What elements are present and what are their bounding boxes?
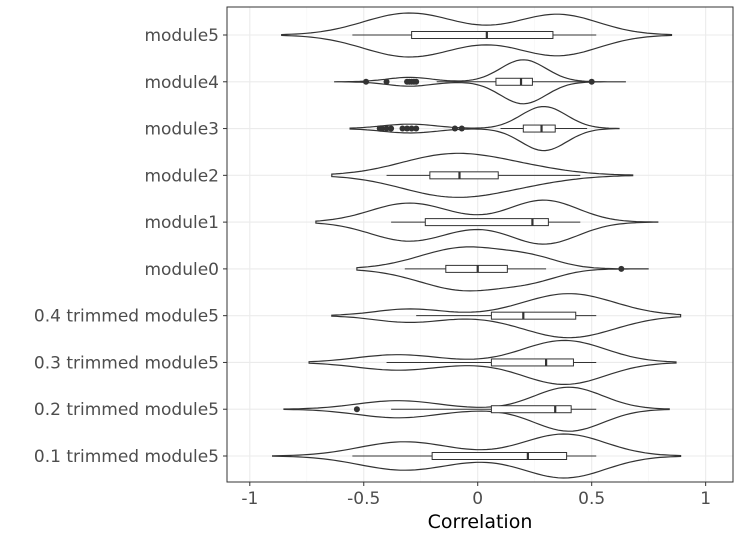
y-tick-label: 0.2 trimmed module5 [34, 400, 219, 420]
violin-group [315, 199, 659, 245]
y-tick-label: module1 [144, 213, 219, 233]
x-tick-label: -0.5 [347, 489, 380, 509]
violin-group [283, 386, 670, 432]
outlier-point [383, 125, 390, 132]
box-iqr [522, 124, 556, 133]
y-tick-label: 0.1 trimmed module5 [34, 447, 219, 467]
violin-shape [334, 59, 626, 105]
outlier-point [404, 125, 411, 132]
violin-shape [349, 106, 620, 152]
violin-group [349, 106, 620, 152]
violin-shape [331, 293, 682, 339]
violin-shape [272, 433, 682, 479]
y-tick-label: module3 [144, 120, 219, 140]
violin-shape [315, 199, 659, 245]
plot-panel [226, 6, 734, 483]
x-tick-label: 0.5 [578, 489, 605, 509]
box-iqr [429, 171, 499, 180]
box-iqr [490, 311, 577, 320]
violin-group [281, 12, 673, 58]
outlier-point [363, 78, 370, 85]
violin-group [334, 59, 626, 105]
violin-shape [331, 152, 634, 198]
box-iqr [411, 31, 554, 39]
box-iqr [424, 218, 549, 227]
violin-shape [308, 339, 677, 385]
outlier-point [413, 125, 420, 132]
outlier-point [408, 125, 415, 132]
outlier-point [618, 265, 625, 272]
y-tick-label: 0.3 trimmed module5 [34, 353, 219, 373]
violin-marks [272, 12, 682, 479]
violin-group [331, 152, 634, 198]
violin-shape [281, 12, 673, 58]
outlier-point [388, 125, 395, 132]
box-iqr [490, 405, 572, 414]
y-tick-label: module2 [144, 166, 219, 186]
violin-group [356, 246, 649, 292]
box-iqr [490, 358, 574, 367]
y-tick-label: module5 [144, 26, 219, 46]
box-iqr [445, 264, 508, 273]
outlier-point [451, 125, 458, 132]
outlier-point [588, 78, 595, 85]
violin-shape [356, 246, 649, 292]
outlier-point [413, 78, 420, 85]
outlier-point [399, 125, 406, 132]
x-tick-label: -1 [241, 489, 258, 509]
x-axis: -1 -0.5 0 0.5 1 [241, 482, 711, 509]
violin-group [331, 293, 682, 339]
outlier-point [353, 406, 360, 413]
violin-shape [283, 386, 670, 432]
y-tick-label: 0.4 trimmed module5 [34, 307, 219, 327]
panel-border [226, 6, 734, 483]
x-axis-title: Correlation [428, 511, 533, 533]
box-iqr [495, 77, 533, 86]
x-tick-label: 0 [472, 489, 483, 509]
x-tick-label: 1 [700, 489, 711, 509]
y-tick-label: module4 [144, 73, 219, 93]
outlier-point [383, 78, 390, 85]
y-tick-label: module0 [144, 260, 219, 280]
outlier-point [458, 125, 465, 132]
violin-group [272, 433, 682, 479]
y-axis: module5 module4 module3 module2 module1 modul… [34, 26, 227, 467]
outlier-point [378, 125, 385, 132]
violin-group [308, 339, 677, 385]
box-iqr [431, 452, 568, 460]
